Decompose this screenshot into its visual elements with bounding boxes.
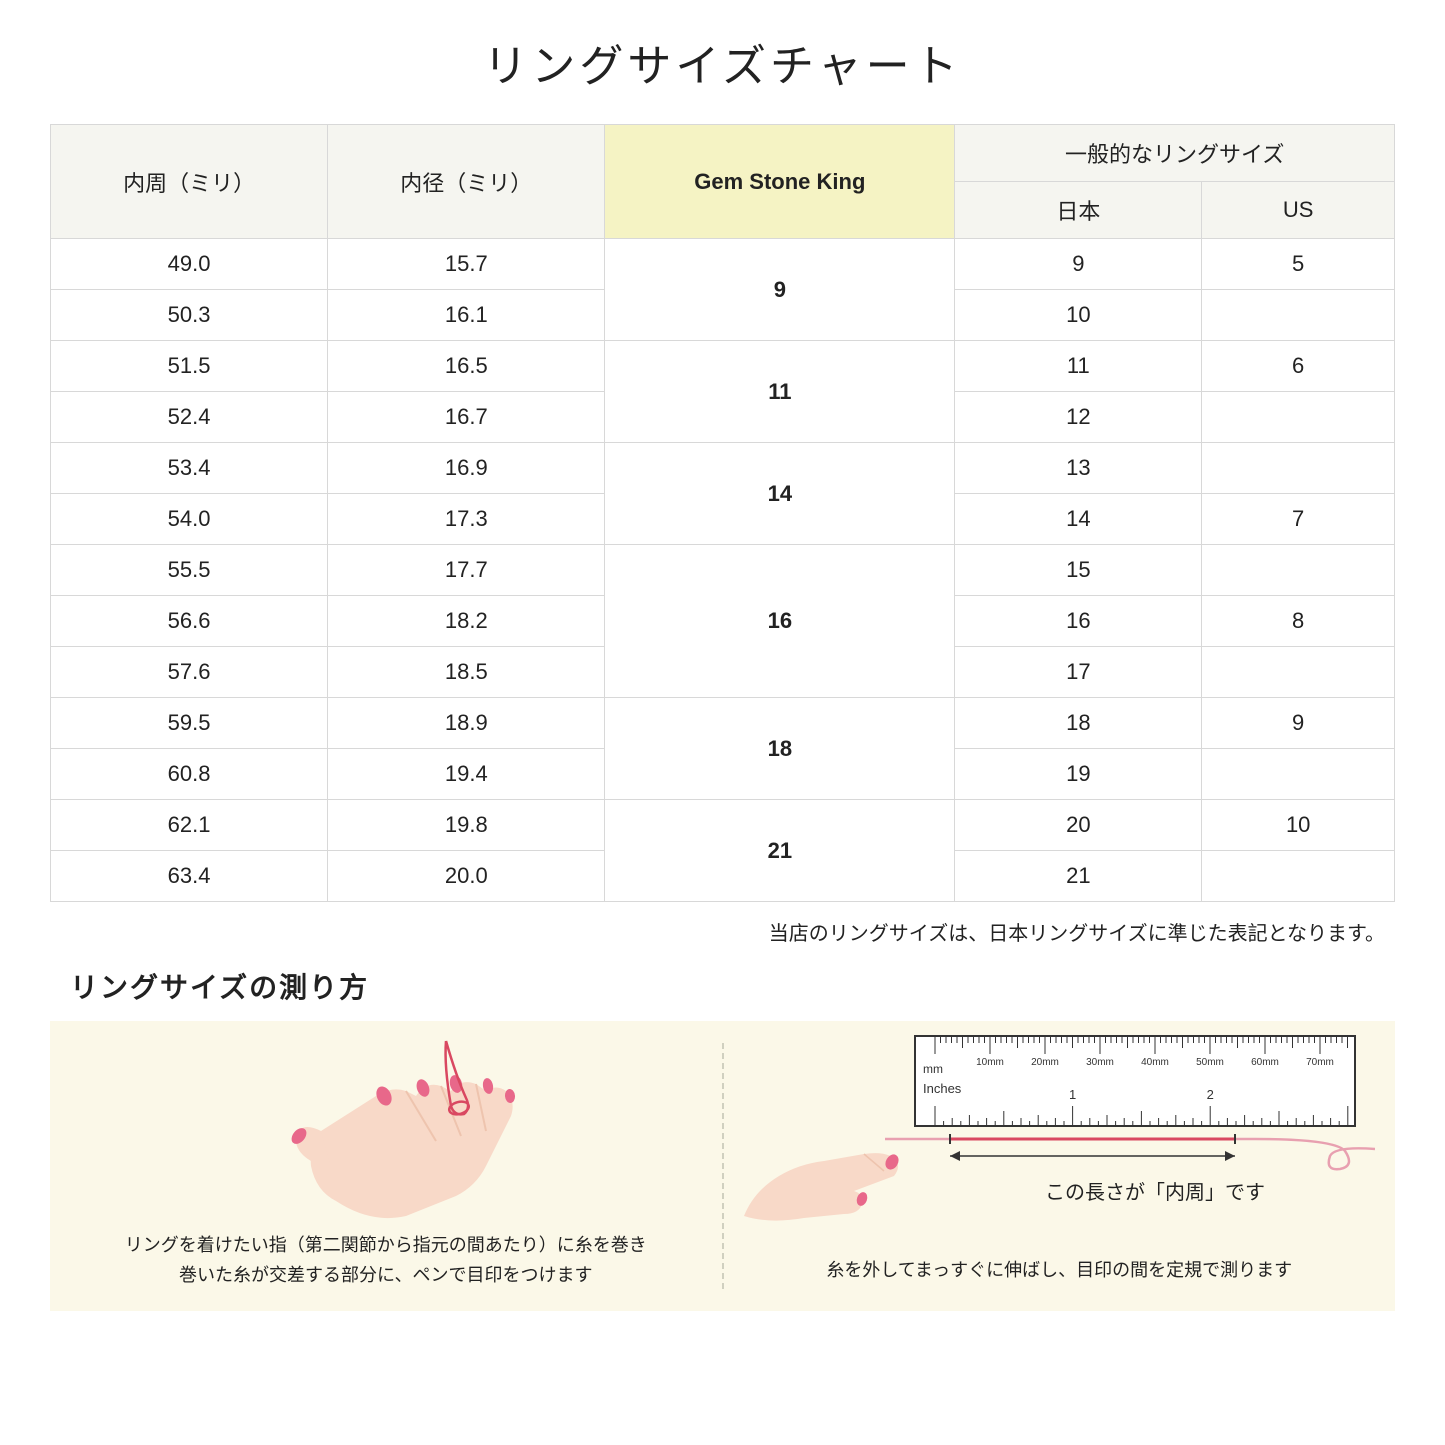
cell-jp: 11	[955, 341, 1202, 392]
cell-jp: 18	[955, 698, 1202, 749]
cell-gsk: 14	[605, 443, 955, 545]
cell-us	[1202, 443, 1395, 494]
table-row: 55.517.71615	[51, 545, 1395, 596]
cell-jp: 14	[955, 494, 1202, 545]
table-row: 62.119.8212010	[51, 800, 1395, 851]
table-row: 59.518.918189	[51, 698, 1395, 749]
footnote: 当店のリングサイズは、日本リングサイズに準じた表記となります。	[50, 917, 1395, 946]
cell-circ: 53.4	[51, 443, 328, 494]
cell-us	[1202, 545, 1395, 596]
cell-circ: 57.6	[51, 647, 328, 698]
cell-us	[1202, 851, 1395, 902]
cell-diam: 16.1	[328, 290, 605, 341]
cell-gsk: 9	[605, 239, 955, 341]
cell-us: 7	[1202, 494, 1395, 545]
cell-circ: 51.5	[51, 341, 328, 392]
howto-caption-2: 糸を外してまっすぐに伸ばし、目印の間を定規で測ります	[724, 1255, 1396, 1286]
header-us: US	[1202, 182, 1395, 239]
cell-diam: 17.7	[328, 545, 605, 596]
howto-section: リングを着けたい指（第二関節から指元の間あたり）に糸を巻き巻いた糸が交差する部分…	[50, 1021, 1395, 1311]
header-japan: 日本	[955, 182, 1202, 239]
cell-circ: 50.3	[51, 290, 328, 341]
cell-us: 9	[1202, 698, 1395, 749]
cell-jp: 16	[955, 596, 1202, 647]
table-row: 49.015.7995	[51, 239, 1395, 290]
cell-us: 8	[1202, 596, 1395, 647]
cell-gsk: 21	[605, 800, 955, 902]
cell-gsk: 11	[605, 341, 955, 443]
cell-us	[1202, 290, 1395, 341]
cell-circ: 56.6	[51, 596, 328, 647]
measure-label: この長さが「内周」です	[1045, 1176, 1265, 1205]
ruler-mm-label: mm	[923, 1062, 943, 1076]
ruler-inches-label: Inches	[923, 1081, 962, 1096]
svg-text:30mm: 30mm	[1086, 1057, 1114, 1068]
cell-us: 5	[1202, 239, 1395, 290]
cell-diam: 17.3	[328, 494, 605, 545]
cell-gsk: 16	[605, 545, 955, 698]
cell-circ: 49.0	[51, 239, 328, 290]
cell-circ: 59.5	[51, 698, 328, 749]
howto-title: リングサイズの測り方	[50, 966, 1395, 1006]
cell-us	[1202, 749, 1395, 800]
cell-jp: 21	[955, 851, 1202, 902]
cell-diam: 19.4	[328, 749, 605, 800]
header-general: 一般的なリングサイズ	[955, 125, 1395, 182]
howto-step-2: 10mm 20mm 30mm 40mm 50mm 60mm 70mm 1 2 mm Inche…	[724, 1021, 1396, 1311]
howto-caption-1: リングを着けたい指（第二関節から指元の間あたり）に糸を巻き巻いた糸が交差する部分…	[50, 1230, 722, 1291]
cell-circ: 52.4	[51, 392, 328, 443]
header-diameter: 内径（ミリ）	[328, 125, 605, 239]
svg-text:20mm: 20mm	[1031, 1057, 1059, 1068]
cell-diam: 16.5	[328, 341, 605, 392]
cell-jp: 12	[955, 392, 1202, 443]
cell-jp: 20	[955, 800, 1202, 851]
svg-text:60mm: 60mm	[1251, 1057, 1279, 1068]
cell-circ: 62.1	[51, 800, 328, 851]
cell-diam: 15.7	[328, 239, 605, 290]
cell-us: 10	[1202, 800, 1395, 851]
cell-diam: 18.5	[328, 647, 605, 698]
cell-us	[1202, 647, 1395, 698]
ruler-illustration: 10mm 20mm 30mm 40mm 50mm 60mm 70mm 1 2 mm Inche…	[835, 1031, 1375, 1171]
cell-diam: 19.8	[328, 800, 605, 851]
cell-jp: 17	[955, 647, 1202, 698]
cell-jp: 15	[955, 545, 1202, 596]
header-gsk: Gem Stone King	[605, 125, 955, 239]
table-row: 53.416.91413	[51, 443, 1395, 494]
hand-hold-illustration	[734, 1096, 914, 1226]
cell-diam: 16.7	[328, 392, 605, 443]
svg-text:70mm: 70mm	[1306, 1057, 1334, 1068]
cell-diam: 18.9	[328, 698, 605, 749]
cell-circ: 60.8	[51, 749, 328, 800]
cell-circ: 54.0	[51, 494, 328, 545]
hand-wrap-illustration	[176, 1036, 596, 1236]
table-row: 51.516.511116	[51, 341, 1395, 392]
cell-circ: 55.5	[51, 545, 328, 596]
svg-text:10mm: 10mm	[976, 1057, 1004, 1068]
cell-jp: 13	[955, 443, 1202, 494]
cell-jp: 19	[955, 749, 1202, 800]
cell-diam: 20.0	[328, 851, 605, 902]
cell-circ: 63.4	[51, 851, 328, 902]
cell-gsk: 18	[605, 698, 955, 800]
svg-text:40mm: 40mm	[1141, 1057, 1169, 1068]
howto-step-1: リングを着けたい指（第二関節から指元の間あたり）に糸を巻き巻いた糸が交差する部分…	[50, 1021, 722, 1311]
cell-jp: 9	[955, 239, 1202, 290]
size-chart-table: 内周（ミリ） 内径（ミリ） Gem Stone King 一般的なリングサイズ …	[50, 124, 1395, 902]
page-title: リングサイズチャート	[50, 30, 1395, 94]
header-circumference: 内周（ミリ）	[51, 125, 328, 239]
cell-diam: 18.2	[328, 596, 605, 647]
cell-us: 6	[1202, 341, 1395, 392]
cell-jp: 10	[955, 290, 1202, 341]
svg-text:2: 2	[1207, 1087, 1214, 1102]
cell-us	[1202, 392, 1395, 443]
svg-text:50mm: 50mm	[1196, 1057, 1224, 1068]
cell-diam: 16.9	[328, 443, 605, 494]
svg-text:1: 1	[1069, 1087, 1076, 1102]
